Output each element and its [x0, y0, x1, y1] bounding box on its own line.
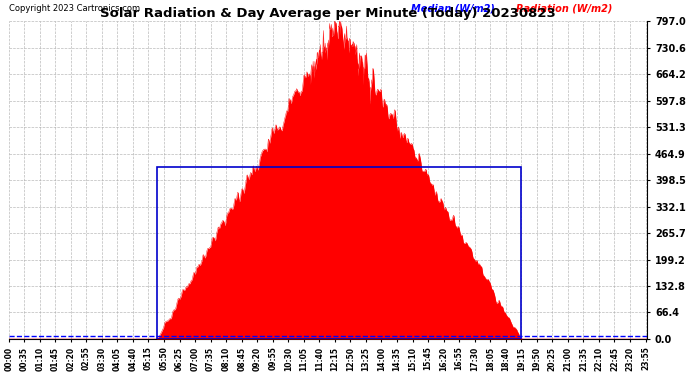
Text: Radiation (W/m2): Radiation (W/m2) — [516, 3, 613, 13]
Text: Copyright 2023 Cartronics.com: Copyright 2023 Cartronics.com — [9, 4, 140, 13]
Title: Solar Radiation & Day Average per Minute (Today) 20230823: Solar Radiation & Day Average per Minute… — [100, 7, 556, 20]
Bar — [157, 167, 521, 339]
Text: Median (W/m2): Median (W/m2) — [411, 3, 495, 13]
